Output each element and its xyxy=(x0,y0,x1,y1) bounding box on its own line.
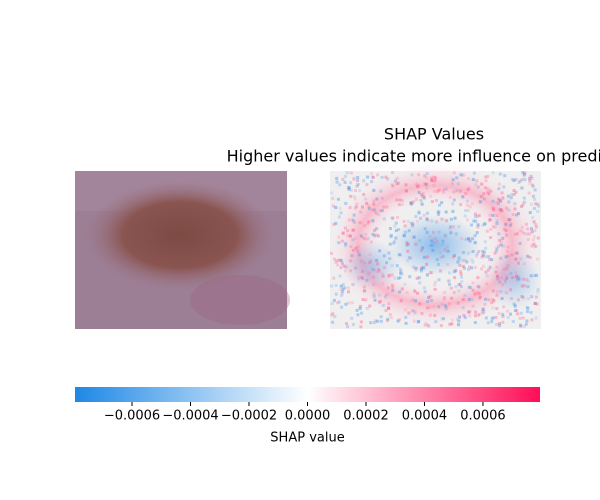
x-tick-label: 0.0004 xyxy=(402,409,448,424)
x-tick-label: 0.0006 xyxy=(460,409,506,424)
x-tick-label: −0.0002 xyxy=(221,409,277,424)
input-image xyxy=(75,171,290,329)
colorbar-label: SHAP value xyxy=(270,431,344,446)
x-tick-label: 0.0002 xyxy=(343,409,389,424)
x-tick-label: −0.0006 xyxy=(104,409,160,424)
chart-subtitle: Higher values indicate more influence on… xyxy=(227,147,600,166)
colorbar xyxy=(75,387,540,402)
shap-image xyxy=(325,160,545,330)
x-tick-label: −0.0004 xyxy=(162,409,218,424)
chart-title: SHAP Values xyxy=(384,125,484,144)
x-tick-label: 0.0000 xyxy=(285,409,331,424)
